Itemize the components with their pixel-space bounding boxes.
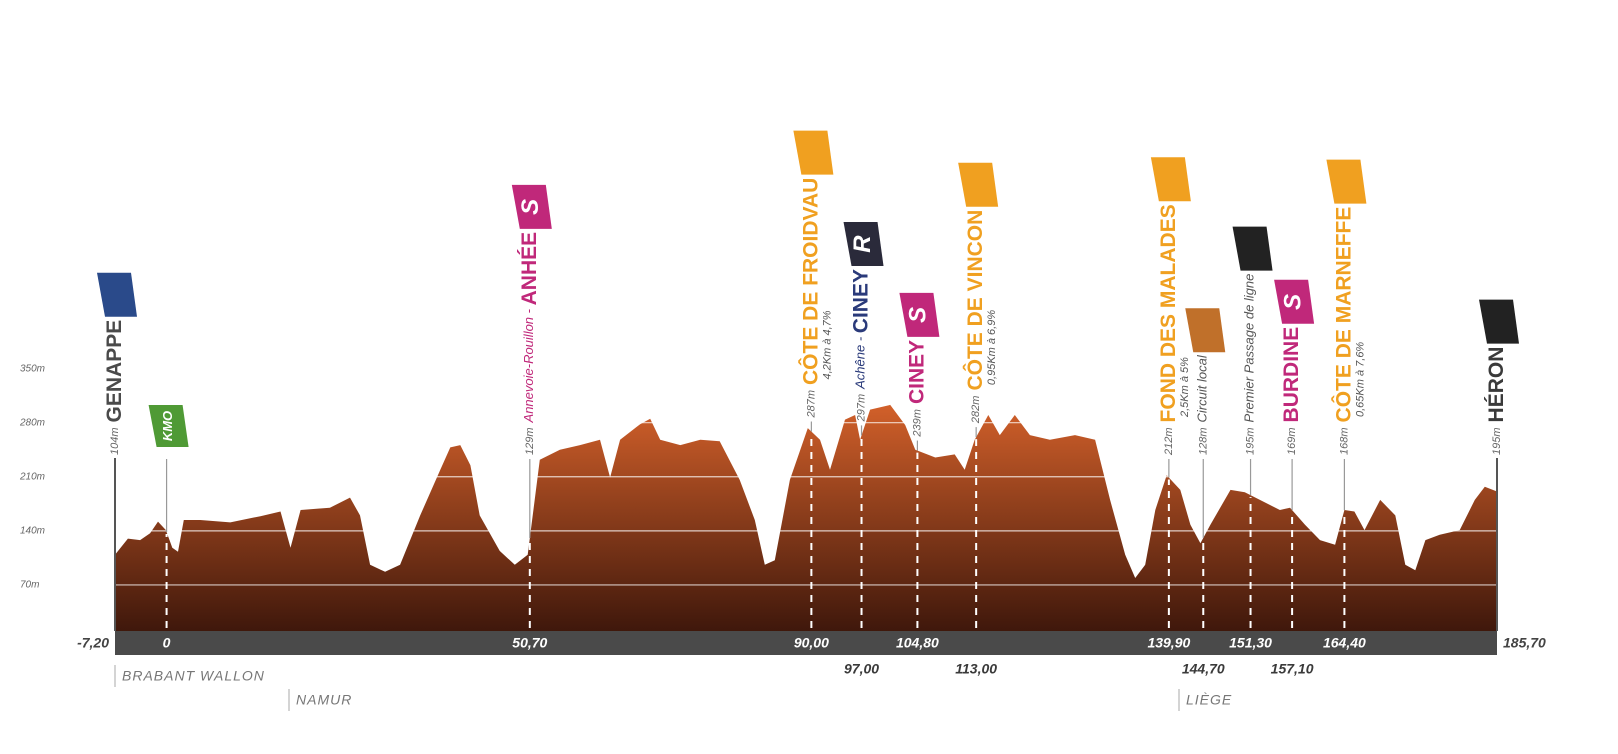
y-tick-label: 350m	[20, 363, 45, 374]
climb-name: FOND DES MALADES	[1156, 204, 1179, 422]
marker: 169m BURDINE S	[1274, 279, 1315, 455]
marker-label: 104m GENAPPE	[103, 320, 126, 455]
marker: 195m HÉRON	[1479, 299, 1519, 455]
x-tick-label: 139,90	[1147, 635, 1190, 651]
altitude: 287m	[805, 390, 817, 419]
marker: 168m CÔTE DE MARNEFFE 0,65Km à 7,6%	[1326, 159, 1367, 455]
marker-label: 212m FOND DES MALADES	[1156, 204, 1179, 456]
x-tick-label: 151,30	[1229, 635, 1272, 651]
flag	[843, 222, 884, 267]
climb-name: CINEY	[905, 340, 928, 404]
y-tick-label: 210m	[19, 471, 45, 482]
altitude: 297m	[855, 394, 867, 423]
marker: 128m Circuit local	[1185, 308, 1226, 455]
x-tick-label: 157,10	[1271, 661, 1314, 677]
flag	[1479, 299, 1519, 344]
marker: 129m Annevoie-Rouillon - ANHÉE S	[511, 184, 552, 455]
marker-label: 195m HÉRON	[1485, 347, 1508, 455]
x-tick-label: 113,00	[955, 661, 997, 677]
x-tick-label: 104,80	[896, 635, 939, 651]
flag-text: KMO	[160, 411, 175, 441]
place: Circuit local	[1195, 354, 1210, 422]
flag	[97, 272, 137, 317]
x-tick-label: 164,40	[1323, 635, 1366, 651]
marker-label: 287m CÔTE DE FROIDVAU	[798, 178, 822, 419]
distance-bar	[115, 631, 1497, 655]
flag	[1150, 157, 1191, 202]
climb-note: 2,5Km à 5%	[1179, 357, 1191, 418]
altitude: 104m	[109, 427, 121, 455]
marker-label: 128m Circuit local	[1195, 354, 1210, 455]
flag	[1326, 159, 1367, 204]
flag	[958, 162, 999, 207]
y-tick-label: 140m	[20, 525, 45, 536]
x-tick-label: 144,70	[1182, 661, 1225, 677]
flag-text: S	[1279, 294, 1306, 310]
climb-name: CÔTE DE MARNEFFE	[1331, 207, 1355, 423]
altitude: 129m	[524, 427, 536, 455]
flag	[1185, 308, 1226, 353]
flag-text: S	[905, 307, 932, 323]
marker: 282m CÔTE DE VINCON 0,95Km à 6,9%	[958, 162, 999, 424]
x-tick-label: 97,00	[844, 661, 879, 677]
marker: KMO	[148, 405, 189, 447]
climb-name: CÔTE DE VINCON	[963, 210, 987, 391]
climb-name: GENAPPE	[103, 320, 126, 423]
marker: 287m CÔTE DE FROIDVAU 4,2Km à 4,7%	[793, 130, 834, 419]
place: Premier Passage de ligne	[1242, 274, 1257, 423]
marker-label: 195m Premier Passage de ligne	[1242, 274, 1257, 455]
y-tick-label: 280m	[19, 417, 45, 428]
region-label: LIÈGE	[1186, 692, 1232, 708]
elevation-area	[115, 404, 1497, 639]
place: Achêne -	[853, 333, 868, 390]
flag	[899, 292, 940, 337]
marker-label: 239m CINEY	[905, 340, 928, 438]
altitude: 212m	[1163, 427, 1175, 456]
climb-name: BURDINE	[1280, 327, 1303, 423]
climb-name: CINEY	[849, 269, 872, 333]
altitude: 195m	[1491, 427, 1503, 455]
altitude: 169m	[1286, 427, 1298, 455]
y-tick-label: 70m	[20, 580, 39, 591]
flag-text: S	[517, 199, 544, 215]
place: Annevoie-Rouillon -	[521, 305, 536, 423]
marker-label: 169m BURDINE	[1280, 327, 1303, 455]
marker-label: 282m CÔTE DE VINCON	[963, 210, 987, 424]
climb-name: CÔTE DE FROIDVAU	[798, 178, 822, 385]
climb-note: 4,2Km à 4,7%	[821, 310, 833, 379]
marker: 195m Premier Passage de ligne	[1232, 226, 1273, 455]
x-tick-label: 50,70	[512, 635, 547, 651]
marker: 212m FOND DES MALADES 2,5Km à 5%	[1150, 157, 1191, 456]
x-tick-label: -7,20	[77, 635, 109, 651]
marker: 239m CINEY S	[899, 292, 940, 438]
marker: 104m GENAPPE	[97, 272, 137, 455]
flag	[511, 184, 552, 229]
region-label: BRABANT WALLON	[122, 668, 265, 684]
flag	[1274, 279, 1315, 324]
x-tick-label: 185,70	[1503, 635, 1546, 651]
marker-label: 297m Achêne - CINEY	[849, 269, 872, 422]
region-label: NAMUR	[296, 692, 352, 708]
climb-name: ANHÉE	[517, 232, 540, 306]
altitude: 282m	[970, 396, 982, 425]
flag	[148, 405, 189, 447]
x-tick-label: 90,00	[794, 635, 829, 651]
climb-note: 0,65Km à 7,6%	[1354, 342, 1366, 417]
flag	[1232, 226, 1273, 271]
altitude: 195m	[1244, 427, 1256, 455]
marker-label: 129m Annevoie-Rouillon - ANHÉE	[517, 232, 540, 455]
flag	[793, 130, 834, 175]
x-tick-label: 0	[163, 635, 171, 651]
marker-label: 168m CÔTE DE MARNEFFE	[1331, 207, 1355, 455]
marker: 297m Achêne - CINEY R	[843, 222, 884, 422]
altitude: 168m	[1338, 427, 1350, 455]
climb-note: 0,95Km à 6,9%	[986, 310, 998, 385]
altitude: 239m	[911, 409, 923, 438]
altitude: 128m	[1197, 427, 1209, 455]
climb-name: HÉRON	[1485, 347, 1508, 423]
flag-text: R	[849, 235, 876, 253]
